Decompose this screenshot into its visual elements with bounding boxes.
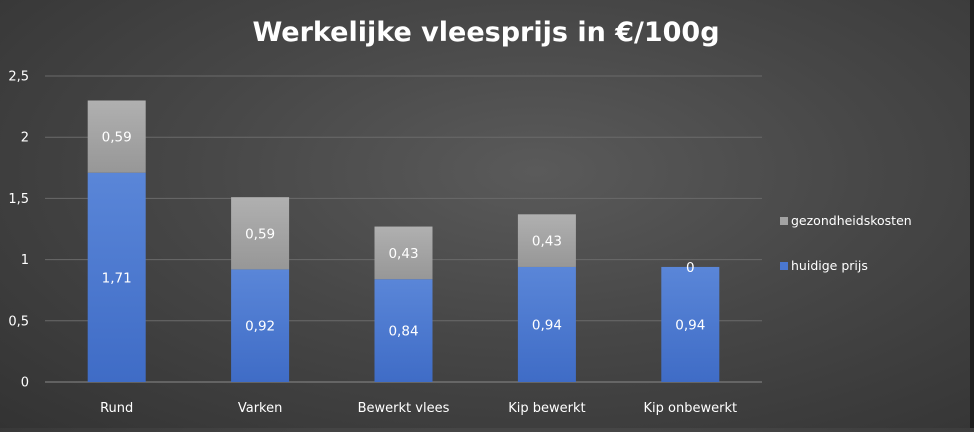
y-tick-label: 2	[21, 131, 29, 146]
bar-huidige-prijs	[374, 279, 433, 382]
bar-huidige-prijs	[231, 269, 290, 382]
bar-gezondheidskosten	[517, 214, 576, 267]
x-category-label: Kip onbewerkt	[644, 401, 738, 416]
bar-gezondheidskosten	[231, 197, 290, 270]
data-label-huidige-prijs: 0,92	[245, 319, 275, 335]
bar-gezondheidskosten	[87, 100, 146, 173]
data-label-gezondheidskosten: 0,59	[245, 226, 275, 242]
data-label-huidige-prijs: 0,94	[675, 317, 705, 333]
x-category-label: Varken	[238, 401, 283, 416]
x-category-label: Kip bewerkt	[508, 401, 585, 416]
data-label-huidige-prijs: 1,71	[102, 270, 132, 286]
data-label-gezondheidskosten: 0,43	[388, 246, 418, 262]
window-edge	[970, 0, 974, 428]
bar-huidige-prijs	[517, 266, 576, 382]
x-axis: Rund Varken Bewerkt vlees Kip bewerkt Kip on…	[100, 401, 737, 416]
legend-label: gezondheidskosten	[791, 213, 912, 228]
data-label-gezondheidskosten: 0	[686, 260, 695, 276]
legend: gezondheidskosten huidige prijs	[780, 213, 912, 273]
legend-swatch	[780, 262, 788, 270]
x-category-label: Rund	[100, 401, 133, 416]
legend-label: huidige prijs	[791, 258, 868, 273]
x-category-label: Bewerkt vlees	[358, 401, 450, 416]
legend-swatch	[780, 217, 788, 225]
y-tick-label: 0,5	[8, 314, 29, 329]
y-tick-label: 1,5	[8, 192, 29, 207]
data-label-huidige-prijs: 0,94	[532, 317, 562, 333]
data-labels: 1,71 0,59 0,92 0,59 0,84 0,43 0,94 0,43 0,94 0	[102, 130, 706, 340]
data-label-huidige-prijs: 0,84	[388, 324, 418, 340]
y-tick-label: 0	[21, 376, 29, 391]
chart-title: Werkelijke vleesprijs in €/100g	[252, 17, 719, 48]
bar-gezondheidskosten	[374, 226, 433, 280]
y-axis: 0 0,5 1 1,5 2 2,5	[8, 70, 29, 391]
data-label-gezondheidskosten: 0,59	[102, 130, 132, 146]
bar-huidige-prijs	[87, 172, 146, 382]
y-tick-label: 1	[21, 253, 29, 268]
data-label-gezondheidskosten: 0,43	[532, 234, 562, 250]
bars	[87, 100, 720, 382]
y-tick-label: 2,5	[8, 70, 29, 85]
bar-huidige-prijs	[661, 266, 720, 382]
